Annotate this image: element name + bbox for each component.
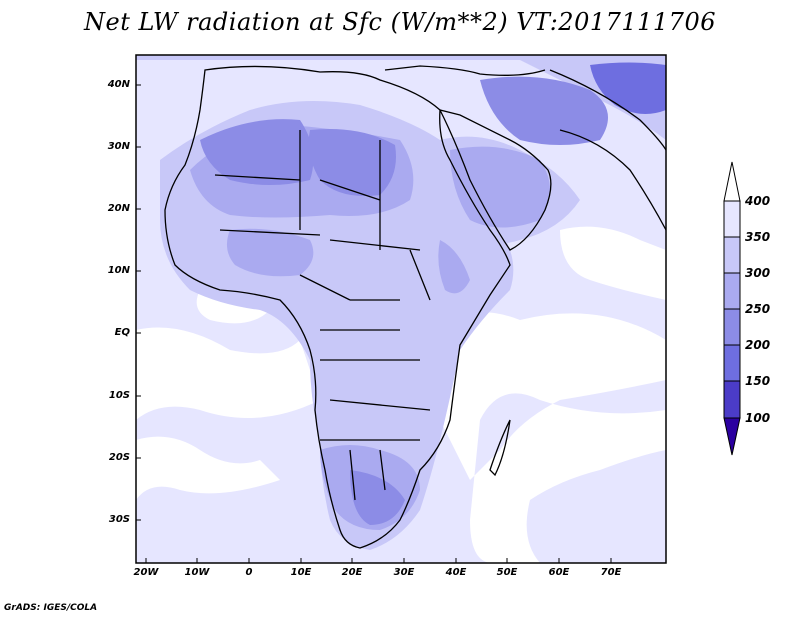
- colorbar-label: 200: [745, 338, 771, 352]
- lat-label: 20N: [107, 203, 130, 214]
- colorbar-label: 100: [745, 411, 771, 425]
- plot-frame: [135, 54, 667, 564]
- lon-label: 50E: [496, 567, 518, 578]
- colorbar-label: 400: [745, 194, 771, 208]
- footer-credit: GrADS: IGES/COLA: [4, 603, 98, 613]
- colorbar-label: 350: [745, 230, 771, 244]
- lat-label: 10N: [107, 265, 130, 276]
- lon-label: 10W: [184, 567, 210, 578]
- lat-label: EQ: [114, 327, 130, 338]
- lon-label: 10E: [290, 567, 312, 578]
- lon-label: 40E: [445, 567, 467, 578]
- lat-label: 10S: [108, 390, 130, 401]
- coastlines: [164, 65, 666, 549]
- colorbar-label: 150: [745, 374, 771, 388]
- lon-label: 60E: [548, 567, 570, 578]
- colorbar: [723, 161, 741, 456]
- lon-label: 20W: [133, 567, 159, 578]
- colorbar-label: 250: [745, 302, 771, 316]
- lon-label: 30E: [393, 567, 415, 578]
- axis-ticks: [136, 84, 612, 563]
- lon-label: 20E: [341, 567, 363, 578]
- lon-label: 70E: [600, 567, 622, 578]
- lon-label: 0: [245, 567, 253, 578]
- lat-label: 30N: [107, 141, 130, 152]
- lat-label: 20S: [108, 452, 130, 463]
- radiation-field: [136, 55, 666, 563]
- lat-label: 30S: [108, 514, 130, 525]
- lat-label: 40N: [107, 79, 130, 90]
- colorbar-label: 300: [745, 266, 771, 280]
- map-title: Net LW radiation at Sfc (W/m**2) VT:2017…: [84, 8, 716, 36]
